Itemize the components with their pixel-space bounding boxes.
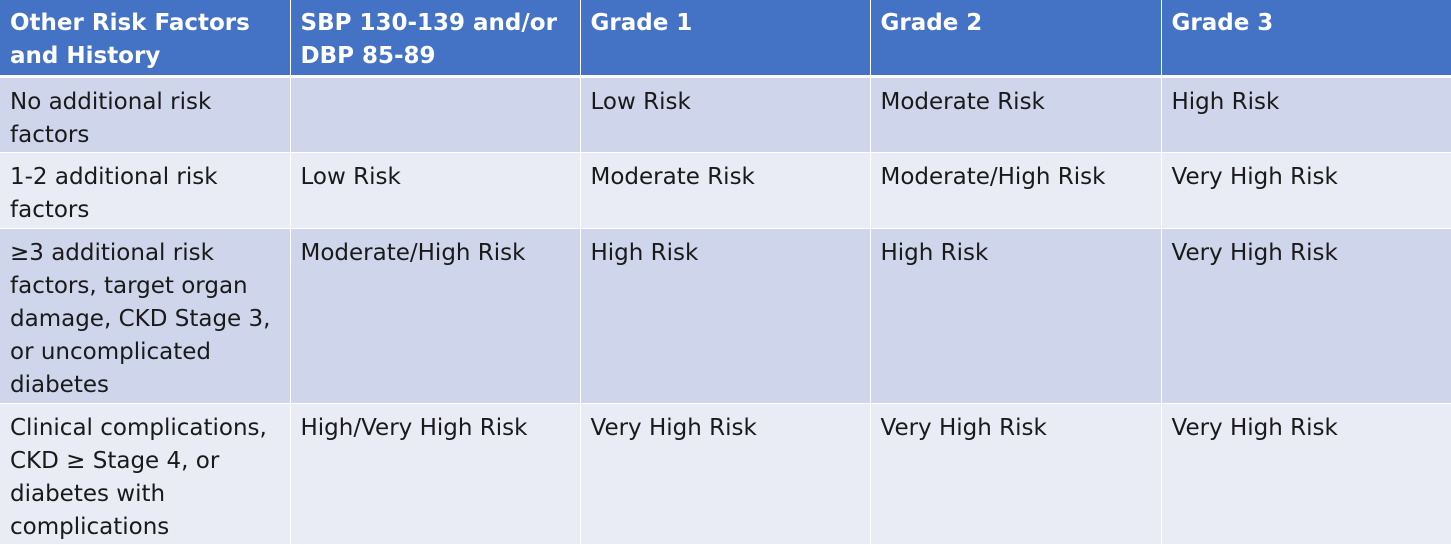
row-label-cell: 1-2 additional risk factors bbox=[0, 152, 291, 229]
table-row: 1-2 additional risk factors Low Risk Mod… bbox=[0, 152, 1451, 229]
row-label-cell: ≥3 additional risk factors, target organ… bbox=[0, 228, 291, 404]
table-cell bbox=[290, 76, 581, 153]
header-grade-2: Grade 2 bbox=[870, 0, 1162, 78]
table-cell: High Risk bbox=[870, 228, 1162, 404]
table-cell: High Risk bbox=[1161, 76, 1451, 153]
table-cell: Very High Risk bbox=[870, 403, 1162, 545]
table-cell: Low Risk bbox=[290, 152, 581, 229]
table-cell: Moderate/High Risk bbox=[870, 152, 1162, 229]
table-cell: Very High Risk bbox=[1161, 152, 1451, 229]
table-cell: High Risk bbox=[580, 228, 871, 404]
table-cell: Moderate Risk bbox=[580, 152, 871, 229]
table-row: ≥3 additional risk factors, target organ… bbox=[0, 228, 1451, 404]
header-high-normal-bp: SBP 130-139 and/or DBP 85-89 bbox=[290, 0, 581, 78]
table-cell: Very High Risk bbox=[1161, 228, 1451, 404]
table-row: Clinical complications, CKD ≥ Stage 4, o… bbox=[0, 403, 1451, 545]
row-label-cell: Clinical complications, CKD ≥ Stage 4, o… bbox=[0, 403, 291, 545]
table-cell: Moderate Risk bbox=[870, 76, 1162, 153]
row-label-cell: No additional risk factors bbox=[0, 76, 291, 153]
table-cell: High/Very High Risk bbox=[290, 403, 581, 545]
table-cell: Moderate/High Risk bbox=[290, 228, 581, 404]
table-row: No additional risk factors Low Risk Mode… bbox=[0, 76, 1451, 153]
table-cell: Low Risk bbox=[580, 76, 871, 153]
header-risk-factors: Other Risk Factors and History bbox=[0, 0, 291, 78]
header-grade-3: Grade 3 bbox=[1161, 0, 1451, 78]
table-cell: Very High Risk bbox=[1161, 403, 1451, 545]
header-grade-1: Grade 1 bbox=[580, 0, 871, 78]
table-cell: Very High Risk bbox=[580, 403, 871, 545]
header-row: Other Risk Factors and History SBP 130-1… bbox=[0, 0, 1451, 78]
